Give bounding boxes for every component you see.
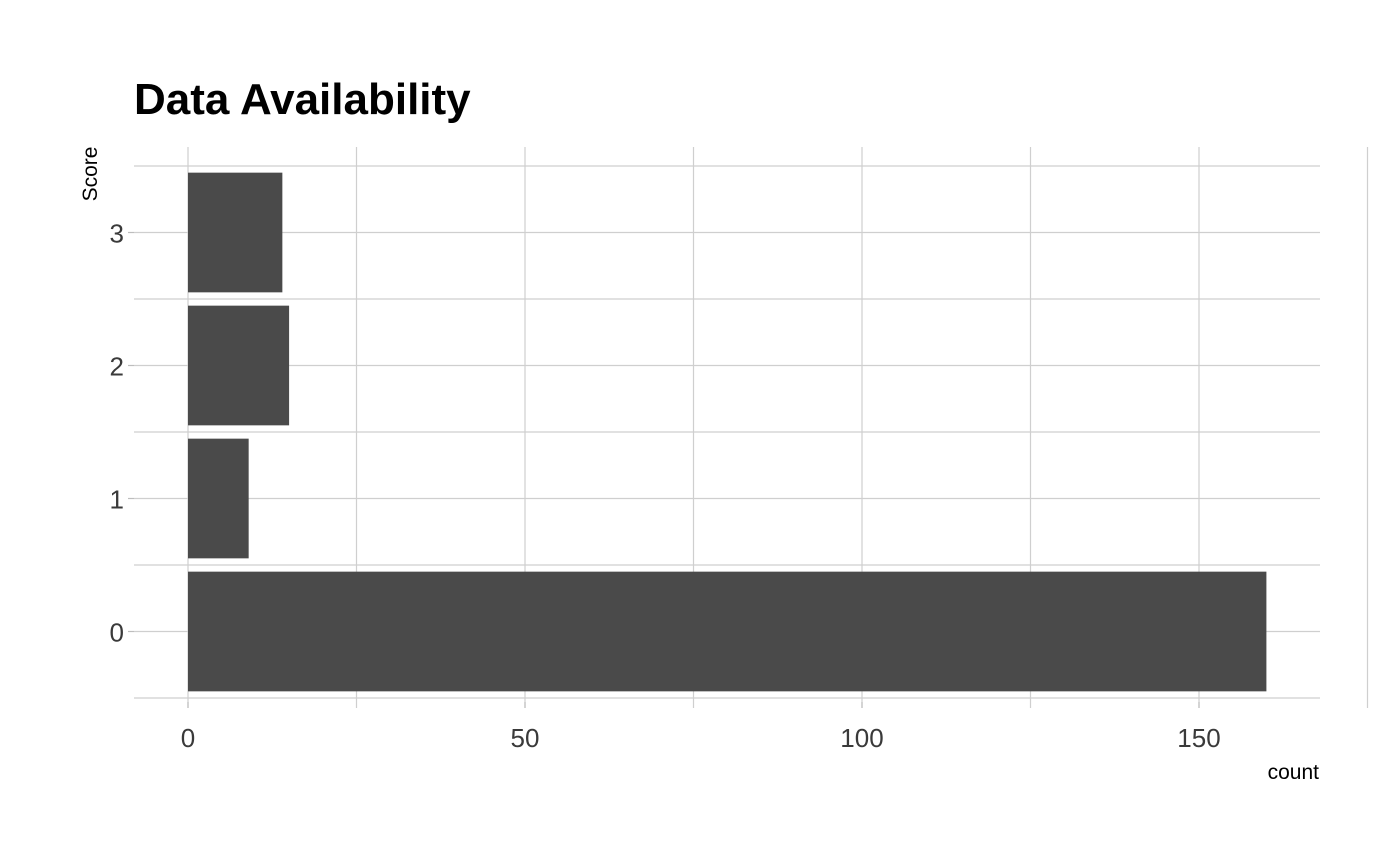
x-tick-label: 150 — [1177, 723, 1220, 753]
bars — [188, 172, 1267, 692]
bar-score-1 — [188, 438, 249, 559]
x-axis-title: count — [1268, 761, 1320, 784]
gridlines — [134, 147, 1369, 708]
x-tick-label: 0 — [181, 723, 195, 753]
bar-score-3 — [188, 172, 283, 293]
y-tick-label: 1 — [110, 485, 124, 515]
chart-title: Data Availability — [134, 75, 471, 124]
y-axis-title: Score — [79, 147, 102, 202]
y-tick-label: 2 — [110, 352, 124, 382]
x-tick-label: 100 — [840, 723, 883, 753]
y-tick-label: 0 — [110, 618, 124, 648]
x-tick-label: 50 — [511, 723, 540, 753]
y-axis-ticks: 0 1 2 3 — [110, 219, 134, 648]
y-tick-label: 3 — [110, 219, 124, 249]
bar-score-2 — [188, 305, 290, 426]
x-axis-ticks: 0 50 100 150 — [181, 702, 1221, 753]
bar-score-0 — [188, 571, 1267, 692]
